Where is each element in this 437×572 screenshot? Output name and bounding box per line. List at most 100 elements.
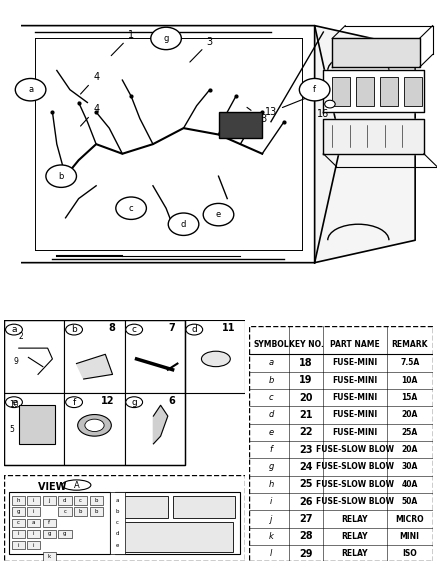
- Text: FUSE-MINI: FUSE-MINI: [332, 376, 377, 385]
- Circle shape: [78, 415, 111, 436]
- Text: SYMBOL: SYMBOL: [253, 340, 289, 349]
- Text: 9: 9: [14, 356, 19, 366]
- Circle shape: [126, 324, 142, 335]
- Text: i: i: [17, 543, 19, 547]
- Circle shape: [15, 78, 46, 101]
- Text: 26: 26: [299, 496, 313, 507]
- Text: b: b: [79, 509, 82, 514]
- Text: a: a: [269, 359, 274, 367]
- Text: 8: 8: [108, 323, 115, 333]
- Text: c: c: [116, 521, 119, 525]
- Text: 18: 18: [299, 358, 313, 368]
- Text: MICRO: MICRO: [395, 515, 424, 523]
- Bar: [125, 393, 185, 466]
- Text: 50A: 50A: [402, 497, 418, 506]
- Text: d: d: [268, 411, 274, 419]
- Text: 13: 13: [247, 108, 268, 124]
- Text: 12: 12: [101, 396, 115, 406]
- Text: a: a: [32, 521, 35, 525]
- Text: 25: 25: [299, 479, 313, 489]
- Bar: [27, 518, 40, 527]
- Text: FUSE-MINI: FUSE-MINI: [332, 359, 377, 367]
- Text: 5: 5: [9, 424, 14, 434]
- Bar: [332, 77, 350, 106]
- Text: ISO: ISO: [402, 549, 417, 558]
- Text: f: f: [270, 445, 273, 454]
- Text: d: d: [181, 220, 186, 229]
- Text: b: b: [268, 376, 274, 385]
- Text: c: c: [132, 325, 137, 334]
- Text: d: d: [115, 531, 119, 537]
- Circle shape: [66, 397, 83, 408]
- Circle shape: [325, 100, 335, 108]
- Text: 20: 20: [299, 392, 313, 403]
- Circle shape: [6, 397, 22, 408]
- Text: 30A: 30A: [402, 463, 418, 471]
- Text: 29: 29: [299, 549, 313, 559]
- Polygon shape: [332, 38, 420, 67]
- Text: 1: 1: [111, 30, 134, 55]
- Text: c: c: [129, 204, 133, 213]
- Bar: [43, 530, 56, 538]
- Text: k: k: [269, 532, 274, 541]
- Text: VIEW: VIEW: [38, 482, 69, 491]
- Bar: [59, 507, 72, 516]
- Text: 3: 3: [190, 37, 213, 62]
- Text: 21: 21: [299, 410, 313, 420]
- Bar: [125, 320, 185, 393]
- Bar: [27, 496, 40, 505]
- Polygon shape: [315, 26, 415, 263]
- Polygon shape: [323, 70, 424, 112]
- Text: 27: 27: [299, 514, 313, 524]
- Bar: [65, 320, 125, 393]
- Bar: [19, 405, 55, 444]
- Text: i: i: [33, 509, 35, 514]
- Text: d: d: [63, 498, 67, 503]
- Bar: [115, 492, 240, 554]
- Text: 7: 7: [168, 323, 175, 333]
- Text: g: g: [131, 398, 137, 407]
- Circle shape: [62, 480, 91, 490]
- Text: k: k: [48, 554, 51, 559]
- Text: 2: 2: [19, 332, 24, 341]
- Text: 20A: 20A: [402, 445, 418, 454]
- Bar: [90, 496, 103, 505]
- Text: d: d: [191, 325, 197, 334]
- Text: 4: 4: [80, 72, 99, 94]
- Text: RELAY: RELAY: [341, 515, 368, 523]
- Text: 16: 16: [317, 109, 329, 119]
- Bar: [356, 77, 374, 106]
- Bar: [218, 112, 262, 138]
- Circle shape: [151, 27, 181, 50]
- Bar: [4, 320, 185, 466]
- Text: PART NAME: PART NAME: [330, 340, 379, 349]
- Bar: [9, 492, 110, 554]
- Text: c: c: [269, 393, 274, 402]
- Text: e: e: [269, 428, 274, 437]
- Text: 7.5A: 7.5A: [400, 359, 420, 367]
- Text: h: h: [16, 498, 20, 503]
- Text: 24: 24: [299, 462, 313, 472]
- Text: 25A: 25A: [402, 428, 418, 437]
- Bar: [12, 496, 25, 505]
- Bar: [43, 496, 56, 505]
- Text: g: g: [163, 34, 169, 43]
- Text: i: i: [17, 531, 19, 537]
- Text: e: e: [216, 210, 221, 219]
- Text: 10A: 10A: [402, 376, 418, 385]
- Text: 13: 13: [265, 94, 316, 117]
- Circle shape: [203, 204, 234, 226]
- Text: a: a: [28, 85, 33, 94]
- Bar: [43, 518, 56, 527]
- Text: j: j: [270, 515, 272, 523]
- Text: f: f: [49, 521, 50, 525]
- Bar: [27, 507, 40, 516]
- Text: A: A: [73, 480, 80, 490]
- Text: FUSE-MINI: FUSE-MINI: [332, 393, 377, 402]
- Bar: [27, 530, 40, 538]
- Text: 4: 4: [80, 104, 99, 126]
- Text: c: c: [63, 509, 66, 514]
- Circle shape: [186, 324, 203, 335]
- Circle shape: [6, 324, 22, 335]
- Text: g: g: [268, 463, 274, 471]
